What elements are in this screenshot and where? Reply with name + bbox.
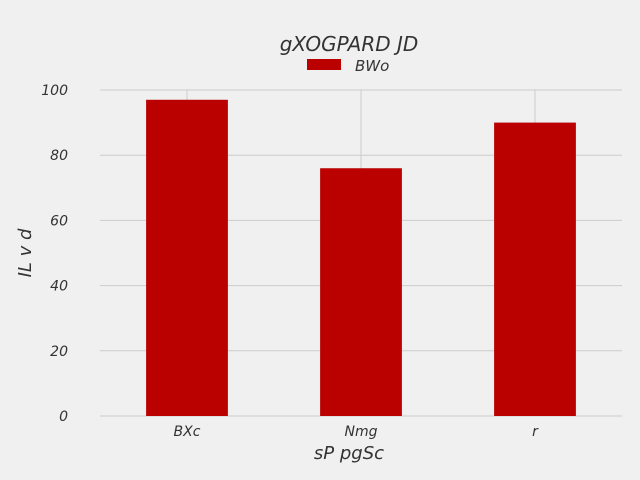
y-tick-label: 80 [50, 148, 68, 164]
y-tick-label: 60 [50, 213, 68, 229]
bar-Nmg [320, 168, 402, 416]
y-axis-label: IL v d [15, 228, 36, 277]
x-tick-label: BXc [174, 424, 201, 440]
bars [146, 99, 576, 416]
legend: BWo [307, 57, 389, 75]
bar-r [494, 122, 576, 416]
x-tick-labels: BXc Nmg r [174, 424, 540, 440]
y-tick-label: 40 [50, 279, 68, 295]
y-tick-labels: 0 20 40 60 80 100 [41, 83, 68, 425]
y-tick-label: 0 [59, 409, 68, 425]
x-tick-label: Nmg [345, 424, 378, 440]
x-axis-label: sP pgSc [314, 443, 384, 464]
y-tick-label: 20 [50, 344, 68, 360]
bar-BXc [146, 99, 228, 416]
legend-swatch [307, 59, 341, 70]
legend-label: BWo [355, 57, 389, 75]
chart-title: gXOGPARD JD [280, 32, 419, 56]
x-tick-label: r [532, 424, 539, 440]
y-tick-label: 100 [41, 83, 68, 99]
